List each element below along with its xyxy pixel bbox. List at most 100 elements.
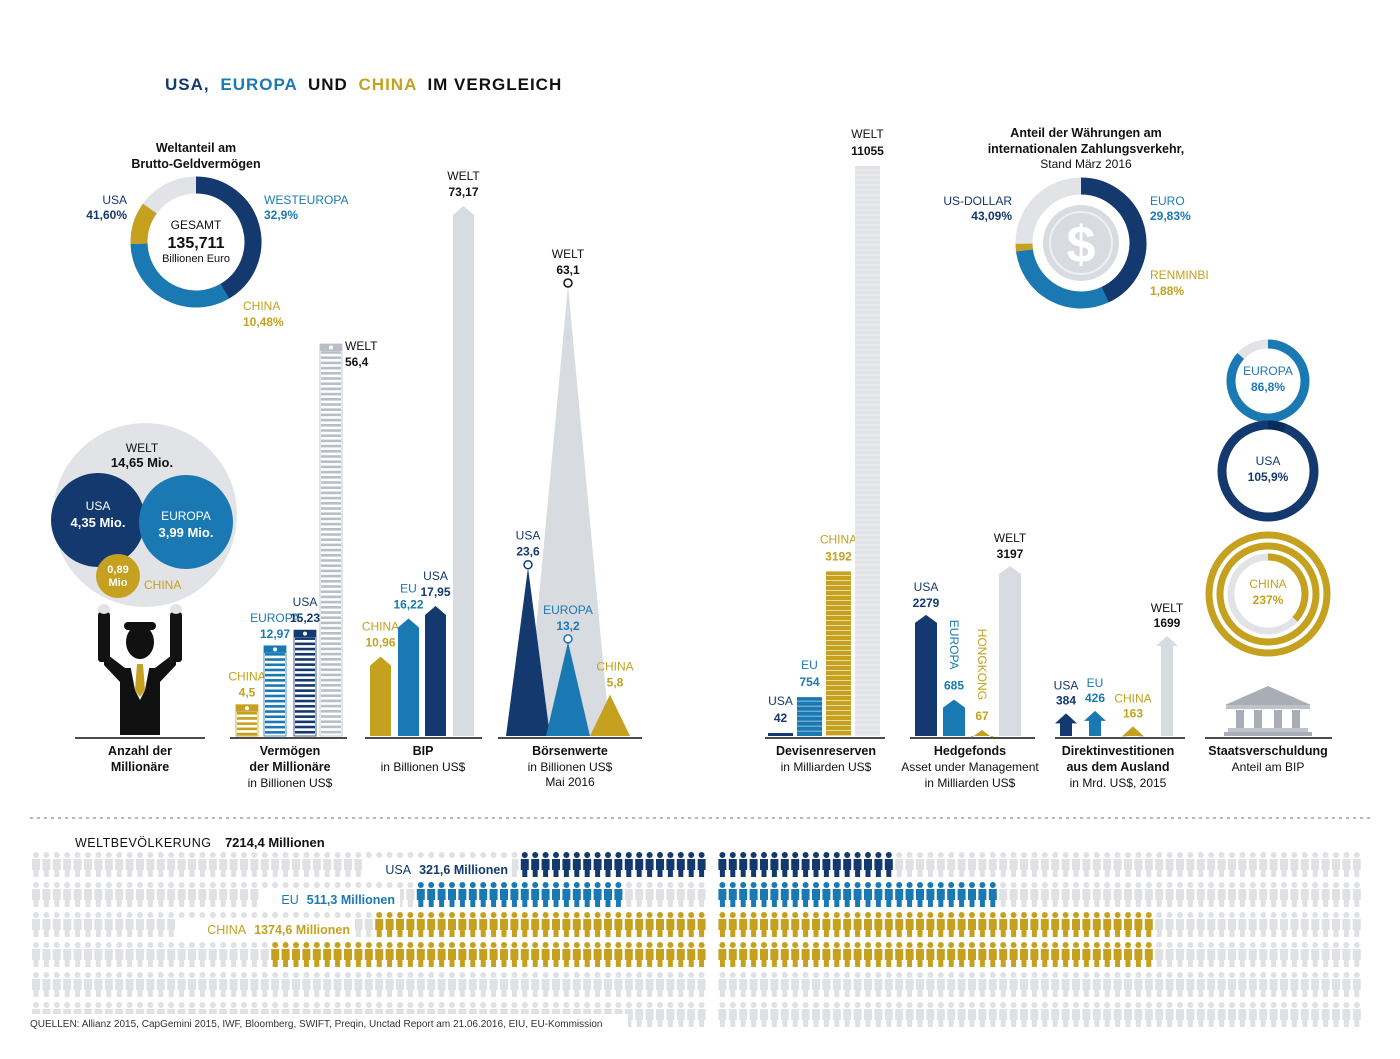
- person-body: [281, 949, 290, 967]
- person-icon: [1269, 1002, 1278, 1027]
- person-icon: [1020, 852, 1028, 877]
- person-body: [1020, 1009, 1028, 1027]
- person-icon: [406, 972, 415, 997]
- person-body: [801, 889, 810, 907]
- person-body: [812, 889, 820, 907]
- person-body: [1228, 949, 1236, 967]
- person-body: [1165, 889, 1174, 907]
- person-icon: [1311, 852, 1320, 877]
- person-icon: [739, 972, 748, 997]
- person-head: [137, 1002, 143, 1008]
- person-head: [1114, 912, 1121, 918]
- person-icon: [718, 1002, 727, 1027]
- person-head: [376, 912, 383, 918]
- person-head: [345, 942, 351, 948]
- waehr-title-2: internationalen Zahlungsverkehr,: [988, 142, 1185, 156]
- person-icon: [999, 882, 1008, 907]
- geldvermoegen-chart: Weltanteil am Brutto-Geldvermögen GESAMT…: [86, 141, 348, 329]
- person-body: [344, 979, 352, 997]
- person-head: [147, 912, 154, 918]
- person-head: [906, 942, 913, 948]
- person-head: [573, 912, 580, 918]
- person-icon: [1332, 852, 1340, 877]
- person-head: [480, 972, 487, 978]
- person-head: [1281, 972, 1287, 978]
- person-icon: [94, 912, 103, 937]
- person-icon: [936, 882, 945, 907]
- verm-stripe: [265, 663, 285, 667]
- person-body: [604, 949, 612, 967]
- person-icon: [614, 912, 623, 937]
- person-body: [1196, 889, 1205, 907]
- person-head: [740, 912, 747, 918]
- person-icon: [385, 912, 394, 937]
- person-head: [1353, 942, 1360, 948]
- person-head: [1333, 882, 1339, 888]
- person-head: [1270, 1002, 1277, 1008]
- person-head: [501, 882, 507, 888]
- person-icon: [624, 972, 633, 997]
- person-head: [646, 1002, 653, 1008]
- person-head: [1166, 852, 1173, 858]
- person-icon: [687, 1002, 696, 1027]
- person-body: [843, 979, 852, 997]
- person-head: [428, 1002, 435, 1008]
- person-icon: [1176, 972, 1184, 997]
- person-head: [376, 972, 383, 978]
- person-head: [261, 1002, 268, 1008]
- person-icon: [1176, 852, 1184, 877]
- person-icon: [302, 852, 311, 877]
- person-icon: [1300, 1002, 1309, 1027]
- person-icon: [115, 942, 124, 967]
- person-icon: [822, 912, 831, 937]
- person-body: [1332, 919, 1340, 937]
- person-icon: [968, 942, 976, 967]
- person-icon: [271, 942, 280, 967]
- person-head: [740, 882, 747, 888]
- person-icon: [1144, 942, 1153, 967]
- person-body: [572, 889, 581, 907]
- verm-title-2: der Millionäre: [249, 760, 330, 774]
- person-icon: [864, 942, 872, 967]
- person-icon: [593, 882, 602, 907]
- person-head: [854, 972, 861, 978]
- person-head: [896, 942, 903, 948]
- verm-stripe: [321, 392, 341, 396]
- person-head: [33, 912, 39, 918]
- dollar-icon: $: [1067, 216, 1096, 274]
- person-icon: [1051, 1002, 1060, 1027]
- person-head: [324, 1002, 331, 1008]
- bip-bar-china: [370, 656, 391, 736]
- geld-title-2: Brutto-Geldvermögen: [131, 157, 260, 171]
- person-head: [563, 972, 570, 978]
- person-head: [386, 942, 393, 948]
- person-head: [1353, 972, 1360, 978]
- verm-bar-usa: [293, 629, 317, 737]
- person-body: [1072, 919, 1080, 937]
- person-head: [313, 1002, 320, 1008]
- verm-stripe: [321, 715, 341, 718]
- person-head: [199, 942, 206, 948]
- person-head: [1177, 942, 1183, 948]
- direkt-arrow-welt: [1156, 636, 1178, 736]
- person-head: [511, 1002, 518, 1008]
- person-icon: [240, 852, 248, 877]
- person-icon: [198, 972, 207, 997]
- person-head: [147, 972, 154, 978]
- person-body: [115, 889, 124, 907]
- person-head: [719, 942, 726, 948]
- person-head: [1260, 852, 1267, 858]
- person-head: [958, 1002, 965, 1008]
- person-body: [968, 919, 976, 937]
- person-head: [386, 852, 393, 858]
- person-head: [553, 972, 559, 978]
- person-head: [1031, 882, 1038, 888]
- businessman-icon: [98, 604, 182, 735]
- person-head: [844, 942, 851, 948]
- verm-stripe: [265, 699, 285, 703]
- person-icon: [957, 1002, 966, 1027]
- verm-stripe: [321, 710, 341, 713]
- verm-stripe: [321, 533, 341, 536]
- geld-slice-1: [130, 243, 229, 308]
- verm-stripe: [295, 689, 315, 692]
